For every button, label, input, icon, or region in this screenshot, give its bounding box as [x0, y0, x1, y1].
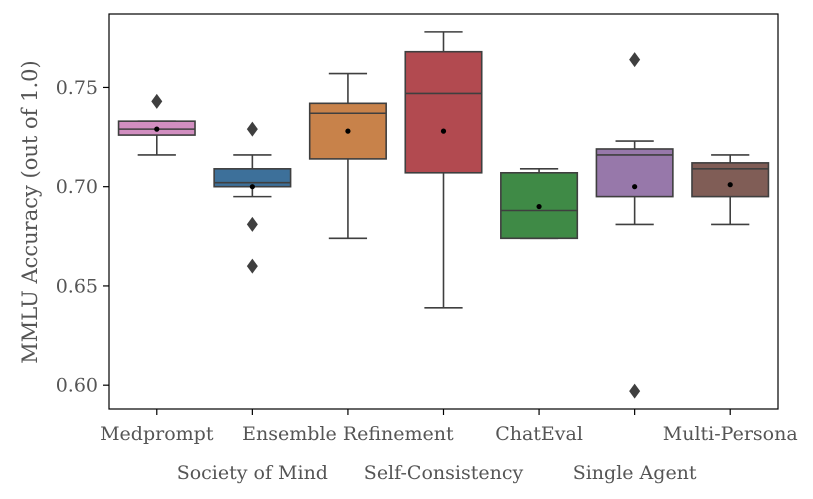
- plot-area: [117, 31, 770, 399]
- box-group: [500, 168, 579, 240]
- outlier-marker: [629, 52, 641, 68]
- y-tick-label: 0.70: [56, 176, 98, 198]
- y-tick-label: 0.75: [56, 77, 98, 99]
- outlier-marker: [246, 121, 258, 137]
- x-tick-label: Society of Mind: [177, 462, 328, 484]
- mean-marker: [345, 128, 351, 134]
- x-tick-label: Ensemble Refinement: [242, 423, 454, 445]
- mean-marker: [536, 203, 542, 210]
- box-group: [691, 154, 770, 226]
- iqr-box: [691, 162, 770, 198]
- outlier-marker: [246, 258, 258, 274]
- box-group: [308, 72, 387, 240]
- y-tick-label: 0.60: [56, 375, 98, 397]
- iqr-box: [595, 148, 674, 198]
- y-axis-label: MMLU Accuracy (out of 1.0): [18, 60, 42, 363]
- mean-marker: [154, 126, 160, 132]
- box-group: [404, 31, 483, 309]
- iqr-box: [213, 168, 292, 188]
- mean-marker: [632, 184, 638, 190]
- x-tick-label: Medprompt: [100, 423, 214, 445]
- outlier-marker: [629, 383, 641, 399]
- mean-marker: [440, 128, 447, 134]
- mean-marker: [249, 184, 255, 190]
- box-group: [213, 121, 292, 274]
- x-tick-label: Self-Consistency: [364, 462, 524, 484]
- box-group: [595, 52, 674, 399]
- x-tick-label: Multi-Persona: [663, 423, 798, 445]
- y-tick-label: 0.65: [56, 275, 98, 297]
- x-tick-label: Single Agent: [573, 462, 697, 484]
- outlier-marker: [151, 93, 163, 109]
- outlier-marker: [246, 216, 258, 232]
- box-group: [117, 93, 196, 156]
- x-tick-label: ChatEval: [495, 423, 583, 445]
- iqr-box: [404, 50, 483, 174]
- axes: 0.60 0.65 0.70 0.75 Medprompt Society of Mind…: [56, 77, 798, 484]
- mean-marker: [727, 182, 733, 188]
